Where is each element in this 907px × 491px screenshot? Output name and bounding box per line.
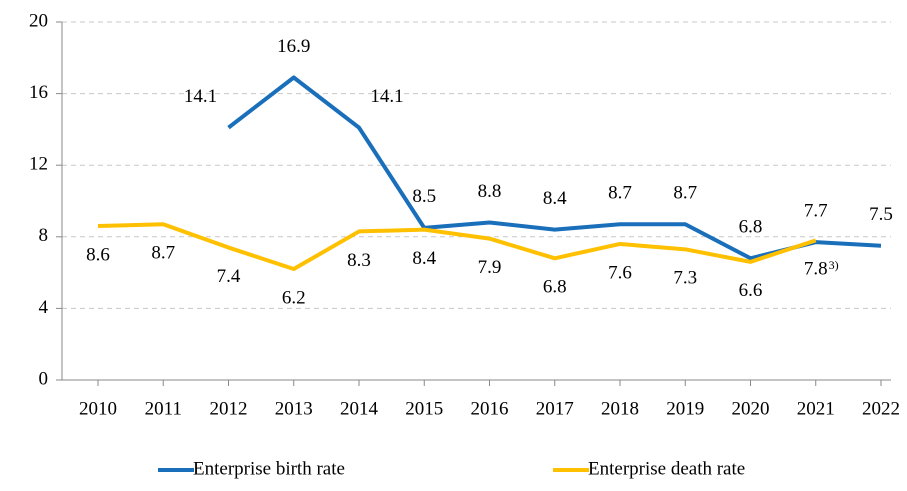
data-label: 14.1 [184, 86, 217, 107]
x-tick-label: 2017 [536, 398, 574, 419]
data-label: 8.3 [347, 250, 371, 271]
x-tick-label: 2010 [79, 398, 117, 419]
y-tick-label: 0 [39, 368, 49, 389]
data-label: 8.7 [151, 243, 175, 264]
series-line [227, 75, 882, 261]
x-tick-label: 2016 [471, 398, 509, 419]
x-tick-label: 2015 [405, 398, 443, 419]
annotation: 3) [829, 258, 839, 272]
x-tick-label: 2012 [210, 398, 248, 419]
data-label: 8.4 [412, 248, 436, 269]
y-tick-label: 8 [39, 225, 49, 246]
data-label: 7.3 [673, 268, 697, 289]
y-tick-label: 4 [39, 297, 49, 318]
y-tick-label: 16 [29, 82, 48, 103]
y-tick-label: 12 [29, 154, 48, 175]
x-tick-label: 2014 [340, 398, 379, 419]
x-tick-label: 2021 [797, 398, 835, 419]
series-line [97, 222, 817, 272]
x-tick-label: 2011 [145, 398, 182, 419]
data-label: 8.4 [543, 188, 567, 209]
x-tick-label: 2013 [275, 398, 313, 419]
data-label: 8.7 [608, 183, 632, 204]
legend-label: Enterprise birth rate [193, 458, 345, 479]
data-label: 8.8 [478, 181, 502, 202]
data-label: 14.1 [370, 86, 403, 107]
data-label: 8.6 [86, 244, 110, 265]
x-tick-label: 2022 [862, 398, 900, 419]
data-label: 8.7 [673, 183, 697, 204]
x-tick-label: 2020 [732, 398, 770, 419]
data-label: 6.2 [282, 287, 306, 308]
data-label: 7.8 [804, 259, 828, 280]
data-label: 7.6 [608, 262, 632, 283]
legend-label: Enterprise death rate [588, 458, 745, 479]
data-label: 16.9 [277, 36, 310, 57]
data-label: 7.5 [869, 204, 893, 225]
data-label: 6.8 [543, 277, 567, 298]
x-tick-label: 2018 [601, 398, 639, 419]
y-tick-label: 20 [29, 10, 48, 31]
data-label: 7.9 [478, 257, 502, 278]
data-label: 7.7 [804, 201, 828, 222]
data-label: 8.5 [412, 186, 436, 207]
data-label: 7.4 [217, 266, 241, 287]
x-tick-label: 2019 [666, 398, 704, 419]
data-label: 6.6 [739, 280, 763, 301]
data-label: 6.8 [739, 217, 763, 238]
